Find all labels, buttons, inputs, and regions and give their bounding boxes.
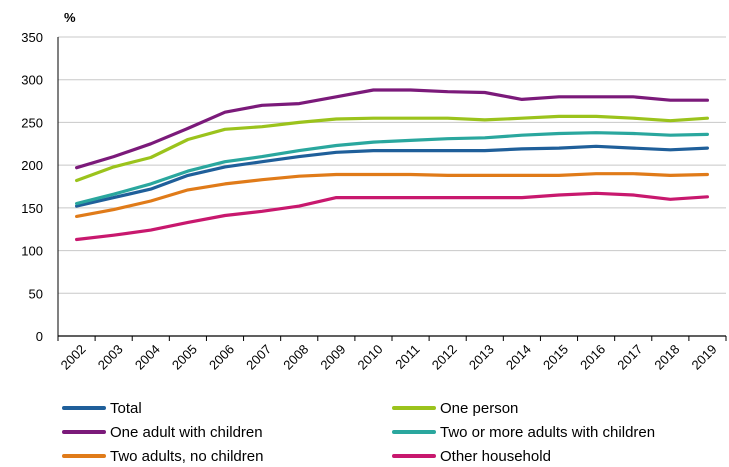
y-tick-label: 350 [21,30,43,45]
x-tick-label: 2009 [317,342,348,373]
x-tick-label: 2016 [577,342,608,373]
legend-item: Other household [392,446,551,466]
y-axis-ticks: 0 50 100 150 200 250 300 350 [21,30,43,344]
x-tick-label: 2014 [503,342,534,373]
legend-swatch [62,454,106,458]
legend-label: One person [440,399,519,417]
x-tick-label: 2010 [355,342,386,373]
x-tick-label: 2007 [243,342,274,373]
legend-item: Two or more adults with children [392,422,655,442]
y-tick-label: 150 [21,201,43,216]
x-tick-label: 2002 [58,342,89,373]
series-line-two-or-more-adults-with-children [74,131,710,206]
legend-label: Other household [440,447,551,465]
x-tick-label: 2015 [540,342,571,373]
legend-label: One adult with children [110,423,263,441]
series-line-other-household [74,191,710,242]
x-tick-label: 2013 [466,342,497,373]
series-lines [74,88,710,242]
legend-label: Two adults, no children [110,447,264,465]
series-line-total [74,144,710,208]
legend-label: Total [110,399,142,417]
line-chart: % 0 50 100 150 200 250 300 350 2002 2003 2004 2005… [21,10,727,373]
x-axis-ticks: 2002 2003 2004 2005 2006 2007 2008 2009 2010 2011… [57,336,727,373]
legend-swatch [392,406,436,410]
x-tick-label: 2017 [614,342,645,373]
x-tick-label: 2004 [132,342,163,373]
x-tick-label: 2003 [95,342,126,373]
legend-label: Two or more adults with children [440,423,656,441]
legend-item: Two adults, no children [62,446,263,466]
y-tick-label: 100 [21,244,43,259]
x-tick-label: 2006 [206,342,237,373]
y-tick-label: 50 [29,286,43,301]
y-tick-label: 200 [21,158,43,173]
x-tick-label: 2012 [429,342,460,373]
x-tick-label: 2011 [392,342,422,372]
legend-item: Total [62,398,142,418]
legend-item: One person [392,398,518,418]
legend-swatch [392,430,436,434]
legend-swatch [62,430,106,434]
legend-item: One adult with children [62,422,263,442]
y-unit-label: % [64,10,76,25]
series-line-two-adults-no-children [74,172,710,218]
legend-swatch [62,406,106,410]
y-tick-label: 300 [21,73,43,88]
x-tick-label: 2005 [169,342,200,373]
x-tick-label: 2008 [280,342,311,373]
y-tick-label: 250 [21,115,43,130]
x-tick-label: 2019 [689,342,720,373]
legend: Total One person One adult with children Tw… [62,398,729,467]
series-line-one-person [74,114,710,183]
y-tick-label: 0 [36,329,43,344]
legend-swatch [392,454,436,458]
x-tick-label: 2018 [651,342,682,373]
series-line-one-adult-with-children [74,88,710,170]
